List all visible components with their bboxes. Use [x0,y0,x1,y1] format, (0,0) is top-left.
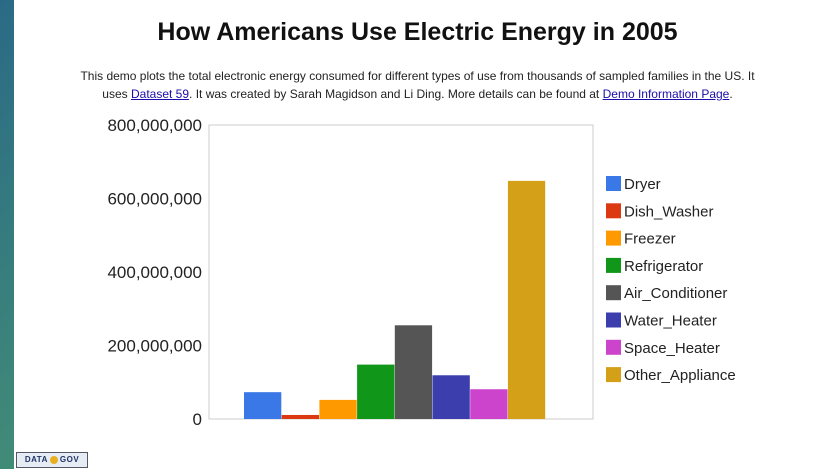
legend-label: Other_Appliance [624,367,736,384]
legend-label: Water_Heater [624,313,717,330]
y-tick-label: 0 [193,410,202,429]
legend: Dryer Dish_Washer Freezer Refrigerator Air_C… [606,176,736,384]
data-gov-logo: DATA GOV [16,452,88,468]
dataset-link[interactable]: Dataset 59 [130,87,190,101]
description-line1: This demo plots the total electronic ene… [80,69,755,83]
bar-refrigerator [357,364,395,419]
legend-label: Dish_Washer [624,203,713,220]
bar-air-conditioner [394,325,433,419]
bar-freezer [319,399,357,419]
logo-seal-icon [49,455,58,464]
legend-swatch [606,339,621,355]
page-title: How Americans Use Electric Energy in 200… [157,18,678,46]
y-tick-label: 400,000,000 [107,263,202,282]
bar-chart: 0 200,000,000 400,000,000 600,000,000 800,00… [107,116,736,429]
description-line2-mid: . It was created by Sarah Magidson and L… [189,87,603,101]
legend-swatch [606,367,621,383]
description-line2-pre: uses [102,87,131,101]
y-tick-label: 200,000,000 [107,337,202,356]
demo-info-link[interactable]: Demo Information Page [602,87,730,101]
y-axis: 0 200,000,000 400,000,000 600,000,000 800,00… [107,116,202,429]
legend-swatch [606,312,621,328]
legend-swatch [606,176,621,191]
legend-label: Refrigerator [624,258,703,275]
y-tick-label: 800,000,000 [107,116,202,135]
description: This demo plots the total electronic ene… [14,67,821,103]
legend-label: Space_Heater [624,340,720,357]
legend-label: Dryer [624,176,661,193]
legend-swatch [606,203,621,219]
chart-panel: How Americans Use Electric Energy in 200… [14,0,821,469]
y-tick-label: 600,000,000 [107,190,202,209]
legend-swatch [606,230,621,246]
legend-swatch [606,257,621,273]
bar-water-heater [432,375,470,419]
bar-other-appliance [507,180,546,419]
bar-space-heater [470,389,508,419]
legend-swatch [606,285,621,301]
bar-dish-washer [281,414,319,419]
bar-dryer [244,392,282,419]
legend-label: Air_Conditioner [624,285,727,302]
legend-label: Freezer [624,231,676,248]
description-line2-post: . [729,87,733,101]
bars [244,180,546,419]
